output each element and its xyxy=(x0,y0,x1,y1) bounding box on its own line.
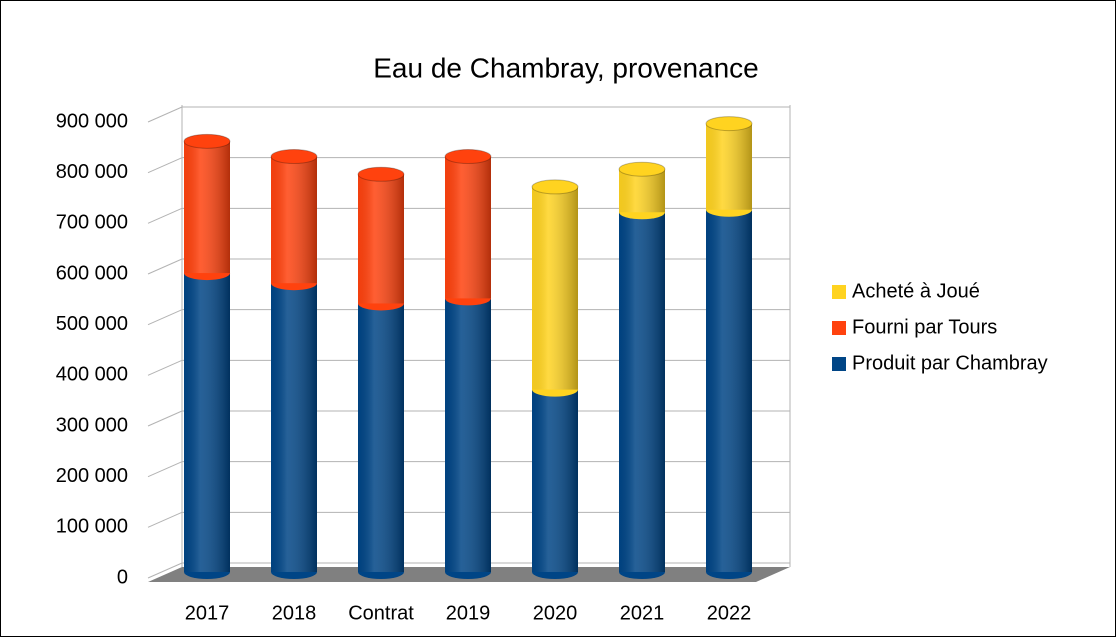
grid-line xyxy=(147,258,183,275)
x-tick-label: 2017 xyxy=(185,602,230,624)
legend-label: Acheté à Joué xyxy=(852,280,980,302)
chart-title: Eau de Chambray, provenance xyxy=(373,52,759,83)
bar-shade xyxy=(184,273,230,572)
y-tick-label: 400 000 xyxy=(56,364,128,386)
x-tick-label: Contrat xyxy=(348,602,414,624)
bar-cap xyxy=(357,166,405,182)
bar-shade xyxy=(532,186,578,390)
y-tick-label: 100 000 xyxy=(56,516,128,538)
y-tick-label: 700 000 xyxy=(56,212,128,234)
bar-shade xyxy=(532,389,578,572)
legend-swatch xyxy=(832,285,846,299)
bar-shade xyxy=(706,209,752,572)
grid-line xyxy=(147,106,183,123)
bar-shade xyxy=(271,283,317,572)
y-tick-label: 0 xyxy=(117,566,128,588)
grid-line xyxy=(147,157,183,174)
bar-cap xyxy=(183,133,231,149)
legend-swatch xyxy=(832,321,846,335)
bar-shade xyxy=(445,298,491,572)
grid-line xyxy=(147,207,183,224)
bar-shade xyxy=(445,156,491,299)
bar-shade xyxy=(706,123,752,210)
grid-line xyxy=(147,309,183,326)
grid-line xyxy=(147,511,183,528)
y-tick-label: 600 000 xyxy=(56,262,128,284)
bar-shade xyxy=(184,141,230,274)
bar-shade xyxy=(619,169,665,213)
legend-swatch xyxy=(832,357,846,371)
legend-label: Fourni par Tours xyxy=(852,316,997,338)
x-tick-label: 2019 xyxy=(446,602,491,624)
grid-line xyxy=(147,359,183,376)
grid-line xyxy=(147,410,183,427)
x-tick-label: 2020 xyxy=(533,602,578,624)
grid-line xyxy=(147,562,183,579)
y-tick-label: 500 000 xyxy=(56,313,128,335)
y-tick-label: 300 000 xyxy=(56,414,128,436)
x-tick-label: 2018 xyxy=(272,602,317,624)
y-tick-label: 800 000 xyxy=(56,161,128,183)
bar-cap xyxy=(531,179,579,195)
bar-cap xyxy=(705,116,753,132)
bar-shade xyxy=(619,212,665,572)
bar-shade xyxy=(358,303,404,572)
y-tick-label: 900 000 xyxy=(56,110,128,132)
bar-shade xyxy=(271,156,317,284)
x-tick-label: 2022 xyxy=(707,602,752,624)
bar-cap xyxy=(618,161,666,177)
bar-cap xyxy=(444,149,492,165)
bar-cap xyxy=(270,149,318,165)
y-tick-label: 200 000 xyxy=(56,465,128,487)
legend-label: Produit par Chambray xyxy=(852,352,1048,374)
grid-line xyxy=(147,461,183,478)
x-tick-label: 2021 xyxy=(620,602,665,624)
bar-shade xyxy=(358,174,404,304)
